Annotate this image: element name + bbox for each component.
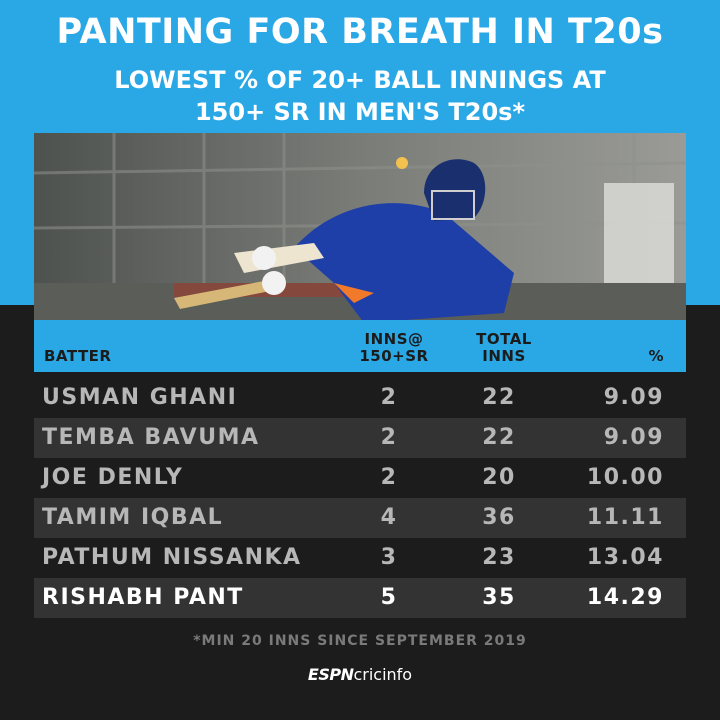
cell-batter: TEMBA BAVUMA [42, 425, 260, 450]
column-header-inns-150sr: INNS@ 150+SR [334, 331, 454, 365]
page-title: PANTING FOR BREATH IN T20s [56, 12, 664, 52]
cell-total-inns: 22 [482, 385, 516, 410]
logo-cricinfo-text: cricinfo [353, 665, 413, 684]
column-header-batter: BATTER [44, 347, 112, 365]
page-subtitle: LOWEST % OF 20+ BALL INNINGS AT 150+ SR … [0, 64, 720, 128]
cell-total-inns: 22 [482, 425, 516, 450]
table-body: USMAN GHANI 2 22 9.09 TEMBA BAVUMA 2 22 … [34, 378, 686, 618]
column-header-total-inns: TOTAL INNS [454, 331, 554, 365]
cell-inns-150sr: 2 [380, 465, 398, 490]
cell-percent: 10.00 [586, 465, 664, 490]
logo-espn-text: ESPN [307, 665, 354, 684]
cell-batter: TAMIM IQBAL [42, 505, 224, 530]
cell-total-inns: 36 [482, 505, 516, 530]
table-row: USMAN GHANI 2 22 9.09 [34, 378, 686, 418]
batter-photo-illustration [34, 133, 686, 323]
column-header-inns-line2: 150+SR [359, 347, 429, 365]
column-header-total-line1: TOTAL [476, 330, 532, 348]
subtitle-line-2: 150+ SR IN MEN'S T20s* [194, 98, 525, 126]
cell-total-inns: 35 [482, 585, 516, 610]
cell-percent: 9.09 [603, 425, 664, 450]
column-header-percent: % [648, 347, 664, 365]
table-row: PATHUM NISSANKA 3 23 13.04 [34, 538, 686, 578]
table-row: TAMIM IQBAL 4 36 11.11 [34, 498, 686, 538]
cell-inns-150sr: 5 [380, 585, 398, 610]
cell-inns-150sr: 4 [380, 505, 398, 530]
table-row: JOE DENLY 2 20 10.00 [34, 458, 686, 498]
column-header-total-line2: INNS [482, 347, 526, 365]
cell-percent: 13.04 [586, 545, 664, 570]
table-header: BATTER INNS@ 150+SR TOTAL INNS % [34, 320, 686, 372]
espncricinfo-logo: ESPNcricinfo [0, 665, 720, 684]
column-header-inns-line1: INNS@ [364, 330, 424, 348]
cell-percent: 14.29 [586, 585, 664, 610]
cell-total-inns: 20 [482, 465, 516, 490]
table-row-highlighted: RISHABH PANT 5 35 14.29 [34, 578, 686, 618]
cell-batter: USMAN GHANI [42, 385, 238, 410]
cell-inns-150sr: 3 [380, 545, 398, 570]
table-row: TEMBA BAVUMA 2 22 9.09 [34, 418, 686, 458]
batter-photo [34, 133, 686, 323]
cell-batter: RISHABH PANT [42, 585, 244, 610]
subtitle-line-1: LOWEST % OF 20+ BALL INNINGS AT [114, 66, 606, 94]
footnote: *MIN 20 INNS SINCE SEPTEMBER 2019 [193, 633, 527, 649]
cell-inns-150sr: 2 [380, 425, 398, 450]
cell-total-inns: 23 [482, 545, 516, 570]
cell-percent: 11.11 [586, 505, 664, 530]
cell-batter: PATHUM NISSANKA [42, 545, 302, 570]
cell-inns-150sr: 2 [380, 385, 398, 410]
cell-batter: JOE DENLY [42, 465, 184, 490]
cell-percent: 9.09 [603, 385, 664, 410]
